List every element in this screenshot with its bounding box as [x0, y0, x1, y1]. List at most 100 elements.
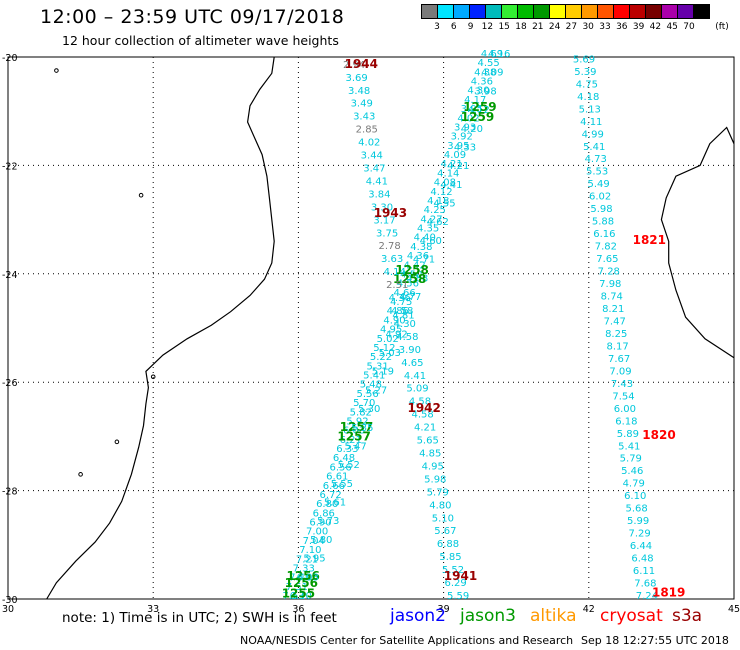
wave-height-label: 4.65	[401, 358, 423, 369]
wave-height-label: 4.21	[447, 161, 469, 172]
coastline-africa	[46, 56, 275, 600]
track-jason3: 4.694.554.384.364.304.173.954.023.933.92…	[282, 49, 503, 602]
scale-label: 36	[616, 22, 628, 32]
wave-height-label: 6.90	[309, 518, 331, 529]
wave-height-label: 4.30	[394, 319, 416, 330]
wave-height-label: 4.50	[400, 270, 422, 281]
wave-height-label: 4.12	[430, 187, 452, 198]
wave-height-label: 6.03	[297, 572, 319, 583]
wave-height-label: 6.16	[593, 229, 615, 240]
lon-tick-label: 33	[147, 604, 159, 615]
map-frame	[7, 56, 735, 600]
wave-height-label: 5.80	[310, 535, 332, 546]
wave-height-label: 4.79	[623, 479, 645, 490]
wave-height-label: 3.95	[447, 141, 469, 152]
wave-height-label: 7.09	[609, 366, 631, 377]
timestamp-text: Sep 18 12:27:55 UTC 2018	[581, 634, 729, 647]
wave-height-label: 4.55	[477, 58, 499, 69]
lon-tick-label: 30	[2, 604, 14, 615]
wave-height-label: 7.82	[595, 242, 617, 253]
wave-height-label: 4.20	[461, 124, 483, 135]
legend-altika: altika	[530, 606, 577, 626]
wave-height-label: 4.62	[427, 217, 449, 228]
wave-height-label: 6.03	[343, 426, 365, 437]
wave-height-label: 5.19	[372, 367, 394, 378]
wave-height-label: 6.88	[437, 539, 459, 550]
wave-height-label: 3.93	[454, 123, 476, 134]
wave-height-label: 5.46	[621, 466, 643, 477]
wave-height-label: 7.53	[282, 591, 304, 602]
wave-height-label: 5.52	[442, 565, 464, 576]
track-jason3-secondary: 4.16 4.09 3.98 4.12 4.20 4.33 4.21 4.41 4.55 4.62…	[282, 49, 511, 602]
pass-time-label: 1258	[393, 272, 426, 286]
wave-height-label: 5.68	[625, 504, 647, 515]
wave-height-label: 7.54	[612, 391, 634, 402]
pass-time-label: 1819	[652, 585, 685, 599]
wave-height-label: 7.28	[598, 267, 620, 278]
lat-tick-label: -24	[2, 270, 18, 281]
wave-height-label: 6.29	[444, 578, 466, 589]
wave-height-label: 4.86	[387, 306, 409, 317]
scale-label: 70	[683, 22, 695, 32]
satellite-tracks: 4.694.554.384.364.304.173.954.023.933.92…	[282, 49, 686, 602]
wave-height-label: 5.03	[379, 348, 401, 359]
wave-height-label: 6.48	[631, 554, 653, 565]
wave-height-label: 7.68	[634, 579, 656, 590]
scale-label: 24	[548, 22, 561, 32]
map-subtitle: 12 hour collection of altimeter wave hei…	[62, 33, 339, 48]
wave-height-label: 5.13	[579, 104, 601, 115]
wave-height-label: 7.98	[599, 279, 621, 290]
wave-height-label: 6.10	[624, 491, 646, 502]
wave-height-label: 6.80	[316, 499, 338, 510]
wave-height-label: 4.18	[577, 92, 599, 103]
wave-height-label: 5.47	[344, 442, 366, 453]
wave-height-label: 4.58	[409, 397, 431, 408]
wave-height-label: 3.90	[399, 345, 421, 356]
wave-height-label: 5.39	[574, 67, 596, 78]
wave-height-label: 4.80	[429, 500, 451, 511]
wave-height-label: 4.08	[434, 178, 456, 189]
wave-height-label: 4.71	[413, 255, 435, 266]
scale-label: 39	[632, 22, 645, 32]
scale-label: 15	[498, 22, 510, 32]
wave-height-label: 5.52	[338, 460, 360, 471]
credit-text: NOAA/NESDIS Center for Satellite Applica…	[240, 634, 574, 647]
wave-height-label: 7.33	[293, 563, 315, 574]
wave-height-label: 4.16	[488, 49, 510, 60]
pass-time-label: 1256	[285, 576, 318, 590]
legend-jason2: jason2	[390, 606, 446, 626]
wave-height-label: 6.00	[614, 404, 636, 415]
scale-label: 9	[467, 22, 474, 32]
wave-height-label: 5.79	[620, 454, 642, 465]
wave-height-label: 5.22	[370, 352, 392, 363]
wave-height-label: 4.09	[444, 150, 466, 161]
wave-height-label: 8.21	[602, 304, 624, 315]
lat-tick-label: -26	[2, 378, 18, 389]
wave-height-label: 4.33	[454, 142, 476, 153]
wave-height-label: 4.36	[389, 293, 411, 304]
lon-tick-label: 45	[728, 604, 740, 615]
pass-time-label: 1257	[340, 420, 373, 434]
wave-height-label: 6.44	[630, 541, 652, 552]
pass-time-label: 1941	[444, 569, 477, 583]
island-dot	[114, 439, 120, 445]
wave-height-label: 5.61	[324, 498, 346, 509]
wave-height-label: 5.70	[353, 398, 375, 409]
wave-height-label: 5.48	[360, 380, 382, 391]
wave-height-label: 3.92	[451, 132, 473, 143]
scale-label: 3	[434, 22, 440, 32]
legend-jason3: jason3	[460, 606, 516, 626]
wave-height-label: 4.36	[471, 77, 493, 88]
wave-height-label: 4.95	[380, 325, 402, 336]
wave-height-label: 6.10	[290, 591, 312, 602]
lat-tick-label: -30	[2, 595, 18, 606]
wave-height-label: 4.11	[580, 117, 602, 128]
wave-height-label: 5.53	[586, 167, 608, 178]
legend-cryosat: cryosat	[600, 606, 663, 626]
scale-label: 6	[450, 22, 457, 32]
wave-height-label: 6.72	[319, 490, 341, 501]
wave-height-label: 6.02	[589, 192, 611, 203]
wave-height-label: 4.21	[440, 159, 462, 170]
wave-height-label: 4.02	[457, 113, 479, 124]
